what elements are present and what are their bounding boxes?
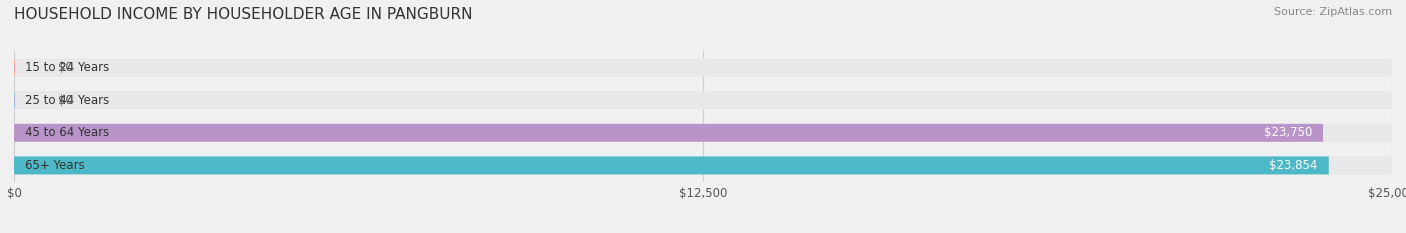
- Text: 15 to 24 Years: 15 to 24 Years: [25, 61, 110, 74]
- FancyBboxPatch shape: [14, 157, 1392, 174]
- Text: $23,854: $23,854: [1270, 159, 1317, 172]
- Text: $0: $0: [58, 94, 73, 107]
- Text: HOUSEHOLD INCOME BY HOUSEHOLDER AGE IN PANGBURN: HOUSEHOLD INCOME BY HOUSEHOLDER AGE IN P…: [14, 7, 472, 22]
- FancyBboxPatch shape: [14, 157, 1329, 174]
- Text: Source: ZipAtlas.com: Source: ZipAtlas.com: [1274, 7, 1392, 17]
- Text: $23,750: $23,750: [1264, 126, 1312, 139]
- Text: 45 to 64 Years: 45 to 64 Years: [25, 126, 110, 139]
- FancyBboxPatch shape: [14, 91, 1392, 109]
- Text: 65+ Years: 65+ Years: [25, 159, 84, 172]
- FancyBboxPatch shape: [14, 58, 1392, 76]
- Text: 25 to 44 Years: 25 to 44 Years: [25, 94, 110, 107]
- Text: $0: $0: [58, 61, 73, 74]
- FancyBboxPatch shape: [14, 124, 1392, 142]
- FancyBboxPatch shape: [14, 124, 1323, 142]
